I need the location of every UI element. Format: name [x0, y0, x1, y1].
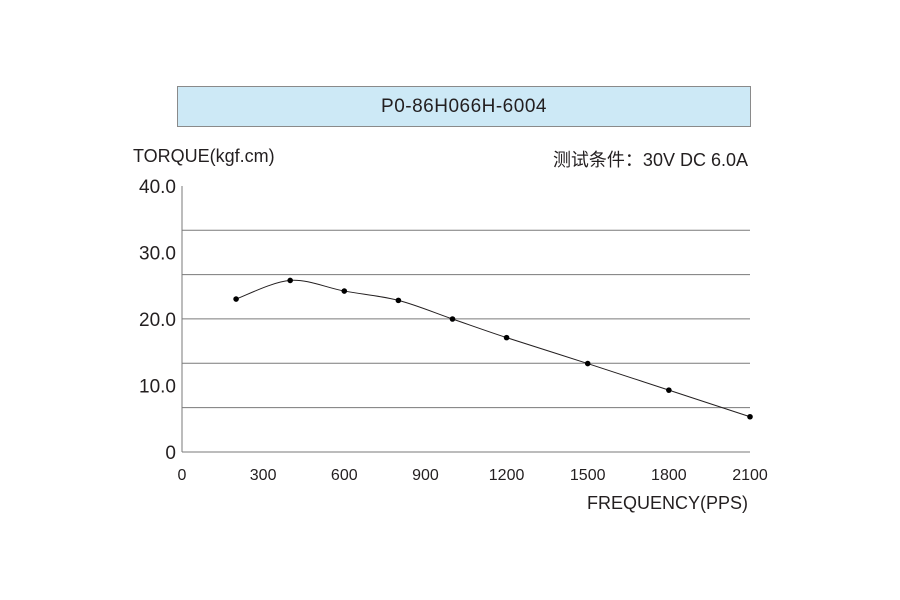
- grid-lines: [182, 229, 750, 409]
- axes: [181, 186, 750, 453]
- y-tick-label-0: 0: [165, 443, 176, 464]
- y-axis-label: TORQUE(kgf.cm): [133, 146, 275, 166]
- x-tick-label-7: 2100: [732, 467, 768, 484]
- data-point-6: [584, 360, 591, 367]
- x-axis-label: FREQUENCY(PPS): [586, 493, 748, 513]
- data-point-4: [449, 316, 456, 322]
- data-point-5: [503, 334, 510, 341]
- data-point-8: [747, 413, 753, 420]
- data-point-0: [233, 296, 239, 302]
- chart-title: P0-86H066H-6004: [177, 86, 751, 127]
- data-point-7: [666, 387, 672, 393]
- x-tick-labels: 0 300 600 900 1200 1500 1800 2100: [178, 467, 768, 484]
- y-tick-label-1: 10.0: [139, 377, 176, 398]
- x-tick-label-2: 600: [331, 467, 358, 484]
- x-tick-label-0: 0: [178, 467, 187, 484]
- y-tick-label-2: 20.0: [139, 310, 176, 331]
- data-point-1: [287, 277, 293, 284]
- series-line-0: [235, 279, 751, 418]
- series-torque: [233, 277, 753, 420]
- x-tick-label-3: 900: [412, 467, 439, 484]
- x-tick-label-6: 1800: [651, 467, 687, 484]
- data-point-2: [341, 288, 348, 294]
- test-conditions: 测试条件：30V DC 6.0A: [552, 150, 748, 170]
- x-tick-label-5: 1500: [570, 467, 606, 484]
- x-tick-label-1: 300: [250, 467, 277, 484]
- data-point-3: [395, 297, 402, 304]
- y-tick-label-4: 40.0: [139, 177, 176, 198]
- y-tick-labels: 0 10.0 20.0 30.0 40.0: [139, 177, 176, 464]
- x-tick-label-4: 1200: [489, 467, 525, 484]
- y-tick-label-3: 30.0: [139, 244, 176, 265]
